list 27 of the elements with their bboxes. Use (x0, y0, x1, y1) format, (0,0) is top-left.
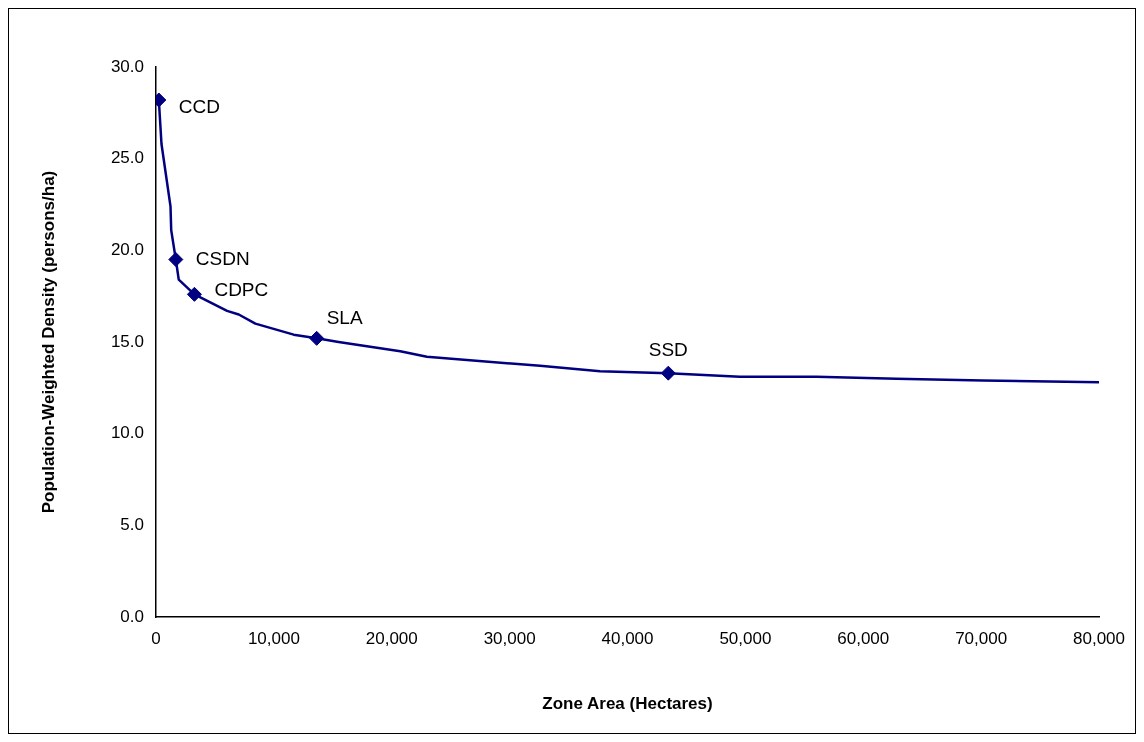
point (660, 365, 676, 381)
y-tick-label: 0.0 (120, 606, 144, 626)
annotation: CCD (178, 96, 220, 118)
x-tick-label: 20,000 (365, 628, 418, 648)
annotation: SSD (648, 339, 688, 361)
x-tick-label: 70,000 (955, 628, 1008, 648)
x-tick-label: 80,000 (1073, 628, 1125, 648)
y-axis-title: Population-Weighted Density (persons/ha) (38, 170, 58, 514)
point (186, 286, 202, 302)
x-tick-label: 60,000 (837, 628, 890, 648)
x-tick-label: 30,000 (483, 628, 536, 648)
x-tick-label: 50,000 (719, 628, 772, 648)
annotation: CSDN (195, 247, 250, 269)
x-tick-label: 10,000 (247, 628, 300, 648)
y-tick-label: 15.0 (110, 331, 144, 351)
y-tick-label: 30.0 (110, 56, 144, 76)
annotation: CDPC (214, 278, 269, 300)
annotation: SLA (326, 306, 363, 328)
point (309, 330, 325, 346)
y-tick-label: 5.0 (120, 515, 144, 535)
y-tick-label: 25.0 (110, 148, 144, 168)
y-tick-label: 20.0 (110, 240, 144, 260)
x-axis-title: Zone Area (Hectares) (542, 694, 713, 714)
point (168, 252, 184, 267)
x-tick-label: 40,000 (601, 628, 654, 648)
y-tick-label: 10.0 (110, 423, 144, 443)
x-tick-label: 0 (151, 628, 161, 648)
